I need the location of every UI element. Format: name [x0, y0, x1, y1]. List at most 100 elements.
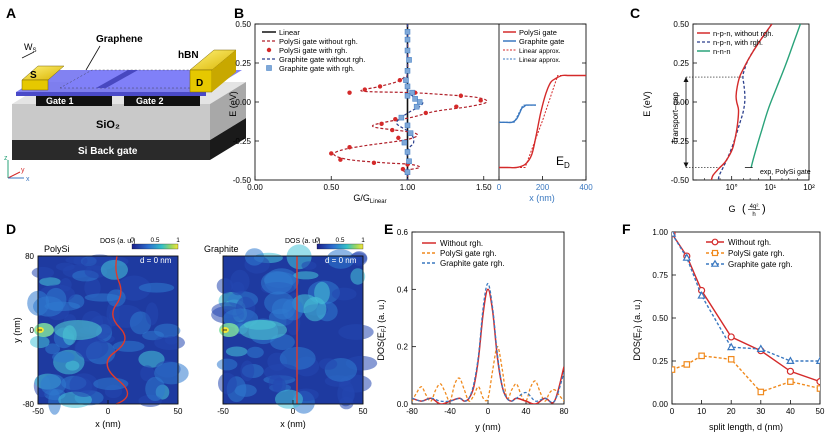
heatmap-cell: [31, 266, 55, 279]
graphene-sheet: [59, 69, 223, 89]
heatmap-cell: [84, 277, 101, 298]
cbar-right-tick-2: 1: [361, 237, 365, 244]
legend-text-linear: Linear: [279, 28, 300, 37]
heatmap-cell: [338, 324, 374, 340]
graphene-split: [96, 70, 138, 88]
d-ytick-label: 0: [30, 326, 35, 335]
heatmap-cell: [216, 358, 238, 371]
marker-graphite-rgh: [404, 29, 411, 35]
legend-text-npn-rgh: n-p-n, with rgh.: [713, 38, 763, 47]
marker-graphite-rgh: [401, 139, 408, 146]
panel-c: C E (eV) 0.500.250.00-0.25-0.50 10° 10¹ 10…: [630, 5, 815, 218]
heatmap-cell: [275, 389, 303, 409]
b-ytick-label: 0.25: [235, 59, 251, 68]
heatmap-cell: [73, 255, 88, 266]
heatmap-cell: [337, 380, 355, 407]
marker-graphite-rgh: [409, 89, 415, 96]
c-xlabel-den: h: [752, 212, 755, 218]
marker-polysi-rgh: [377, 84, 383, 89]
marker-f-circle: [786, 367, 795, 375]
heatmap-cell: [234, 384, 257, 397]
marker-polysi-rgh: [379, 121, 384, 127]
panel-a: A S D Graphene hBN WS Gate 1 Gate 2 Si: [4, 5, 246, 183]
panel-f: F 1.00 0.75 0.50 0.25 0.000 10 20 30 40 50 DOS(EF…: [622, 221, 825, 432]
heatmap-cell: [56, 262, 75, 271]
marker-f-triangle: [672, 232, 677, 237]
marker-f-square: [683, 361, 691, 368]
y-axis-arrow: [7, 171, 21, 179]
marker-graphite-rgh: [406, 57, 412, 63]
heatmap-cell: [69, 373, 99, 397]
heatmap-cell: [145, 376, 166, 401]
heatmap-cell: [264, 291, 295, 315]
heatmap-cell: [112, 340, 145, 352]
f-xlabel: split length, d (nm): [709, 422, 783, 432]
b-xtick-label-right: 400: [579, 183, 593, 192]
hbn-label: hBN: [178, 50, 199, 61]
marker-polysi-rgh: [347, 145, 352, 150]
d-xtick-label: -50: [32, 407, 44, 416]
e-xtick-label: -40: [444, 407, 456, 416]
backgate-front: [12, 140, 210, 160]
heatmap-cell: [350, 268, 366, 285]
f-ytick-label: 0.75: [652, 271, 668, 280]
legend-marker-polysi-rgh: [266, 47, 272, 53]
ws-arrow: [21, 51, 35, 59]
exp-label: exp, PolySi gate: [760, 169, 811, 176]
marker-graphite-rgh: [412, 96, 418, 102]
ed-label: ED: [556, 154, 570, 170]
heatmap-cell: [140, 365, 155, 382]
legend-text-npn: n-p-n, without rgh.: [713, 29, 773, 38]
heatmap-cell: [117, 275, 152, 301]
b-xticks-right: 0 200 400: [497, 176, 593, 192]
marker-f-square: [672, 366, 676, 373]
heatmap-cell: [138, 350, 165, 368]
marker-polysi-rgh: [454, 104, 459, 109]
cbar-left-tick-2: 1: [176, 237, 180, 244]
d-xtick-label: 0: [106, 407, 111, 416]
heatmap-cell: [145, 302, 159, 326]
marker-polysi-rgh: [478, 98, 483, 103]
f-legend-text-2: Graphite gate rgh.: [728, 260, 792, 269]
b-ytick-label: -0.50: [233, 176, 252, 185]
c-xticks: 10° 10¹ 10²: [704, 176, 815, 192]
marker-graphite-rgh: [406, 158, 412, 165]
heatmap-polysi-blobs: [27, 254, 189, 415]
marker-f-triangle: [815, 356, 820, 364]
c-ylabel: E (eV): [642, 91, 652, 117]
e-legend-text-2: Graphite gate rgh.: [440, 259, 504, 268]
f-xtick-label: 40: [786, 407, 795, 416]
marker-graphite-rgh: [404, 68, 411, 74]
marker-f-square: [816, 385, 820, 392]
marker-f-square: [698, 352, 705, 360]
f-xtick-label: 50: [816, 407, 825, 416]
transport-gap-label: Transport–gap: [671, 92, 680, 144]
d-ylabel: y (nm): [12, 317, 22, 343]
marker-f-circle: [727, 333, 735, 341]
panel-b: B E (eV) 0.500.250.00-0.25-0.50 0.00 0.50…: [228, 5, 593, 205]
f-xtick-label: 20: [727, 407, 736, 416]
source-label: S: [30, 70, 37, 81]
marker-graphite-rgh: [404, 47, 411, 54]
series-polysi-ed: [499, 74, 586, 169]
heatmap-cell: [216, 278, 234, 294]
heatmap-bright-band: [54, 320, 102, 340]
c-xtick-label: 10²: [803, 183, 815, 192]
legend-marker-graphite-rgh: [266, 65, 272, 71]
marker-graphite-rgh: [413, 103, 420, 110]
b-xtick-label-right: 200: [536, 183, 550, 192]
b-ytick-label: -0.25: [233, 137, 252, 146]
sio2-side: [210, 82, 246, 140]
marker-f-triangle: [682, 253, 692, 261]
c-xlabel-paren-close: ): [762, 203, 766, 215]
c-ytick-label: 0.50: [673, 20, 689, 29]
c-ytick-label: 0.25: [673, 59, 689, 68]
x-axis-label: x: [26, 176, 30, 183]
legend-text-nnn: n-n-n: [713, 47, 731, 56]
heatmap-cell: [240, 360, 255, 382]
f-legend-marker-0: [711, 238, 719, 246]
c-xtick-label: 10¹: [765, 183, 777, 192]
f-ytick-label: 0.00: [652, 400, 668, 409]
e-ytick-label: 0.0: [397, 400, 409, 409]
marker-graphite-rgh: [404, 83, 411, 90]
